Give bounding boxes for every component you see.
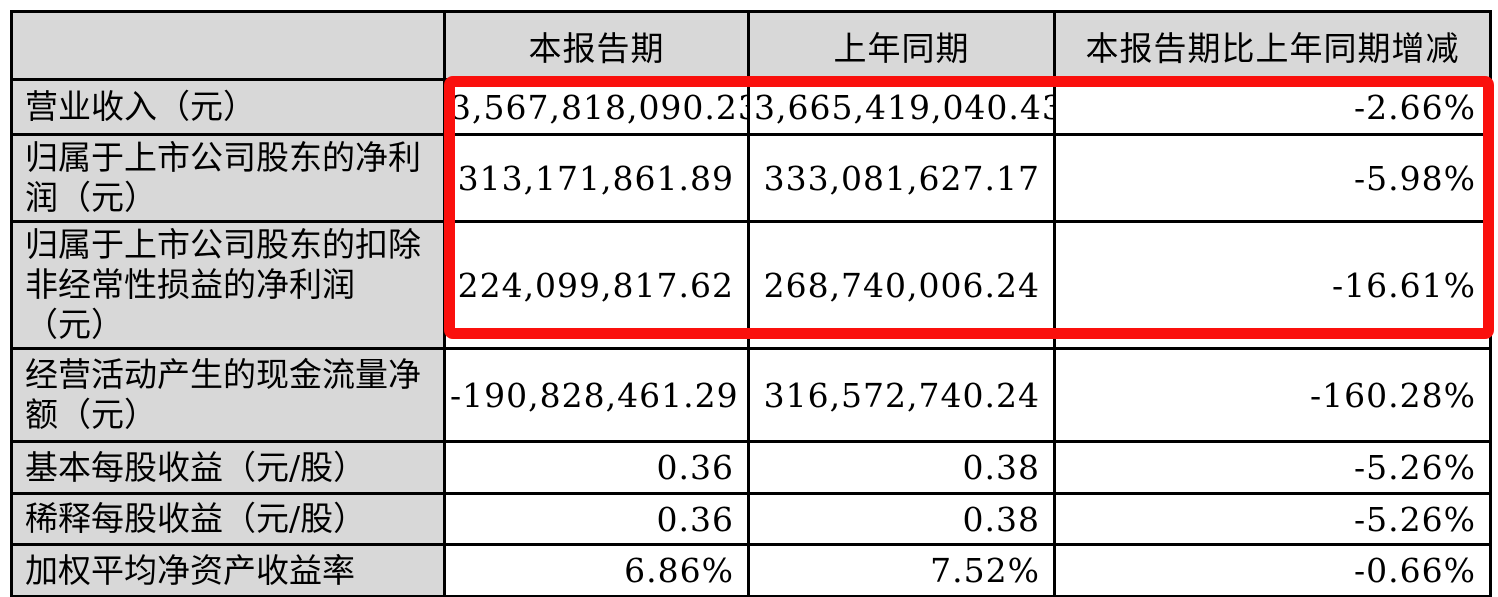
table-row: 基本每股收益（元/股） 0.36 0.38 -5.26% — [10, 440, 1492, 495]
header-cell-change: 本报告期比上年同期增减 — [1053, 10, 1492, 81]
prior-period-value-cell: 7.52% — [747, 543, 1056, 597]
change-percent-cell: -160.28% — [1053, 347, 1492, 443]
prior-period-value-cell: 333,081,627.17 — [747, 133, 1056, 223]
change-percent-cell: -2.66% — [1053, 78, 1492, 136]
table-row: 营业收入（元） 3,567,818,090.23 3,665,419,040.4… — [10, 78, 1492, 136]
header-cell-empty — [10, 10, 446, 81]
prior-period-value-cell: 3,665,419,040.43 — [747, 78, 1056, 136]
current-period-value-cell: 3,567,818,090.23 — [443, 78, 750, 136]
header-cell-current-period: 本报告期 — [443, 10, 750, 81]
row-label-cell: 基本每股收益（元/股） — [10, 440, 446, 495]
row-label-cell: 归属于上市公司股东的扣除非经常性损益的净利润（元） — [10, 220, 446, 350]
table-row: 经营活动产生的现金流量净额（元） -190,828,461.29 316,572… — [10, 347, 1492, 443]
change-percent-cell: -0.66% — [1053, 543, 1492, 597]
row-label-cell: 归属于上市公司股东的净利润（元） — [10, 133, 446, 223]
current-period-value-cell: 0.36 — [443, 440, 750, 495]
table-row: 加权平均净资产收益率 6.86% 7.52% -0.66% — [10, 543, 1492, 597]
prior-period-value-cell: 0.38 — [747, 440, 1056, 495]
table-row: 稀释每股收益（元/股） 0.36 0.38 -5.26% — [10, 492, 1492, 546]
change-percent-cell: -5.26% — [1053, 440, 1492, 495]
row-label-cell: 经营活动产生的现金流量净额（元） — [10, 347, 446, 443]
key-financials-table: 本报告期 上年同期 本报告期比上年同期增减 营业收入（元） 3,567,818,… — [10, 10, 1492, 597]
change-percent-cell: -5.26% — [1053, 492, 1492, 546]
table-header-row: 本报告期 上年同期 本报告期比上年同期增减 — [10, 10, 1492, 81]
current-period-value-cell: 6.86% — [443, 543, 750, 597]
row-label-cell: 营业收入（元） — [10, 78, 446, 136]
current-period-value-cell: 224,099,817.62 — [443, 220, 750, 350]
table-row: 归属于上市公司股东的扣除非经常性损益的净利润（元） 224,099,817.62… — [10, 220, 1492, 350]
prior-period-value-cell: 316,572,740.24 — [747, 347, 1056, 443]
table-row: 归属于上市公司股东的净利润（元） 313,171,861.89 333,081,… — [10, 133, 1492, 223]
current-period-value-cell: 0.36 — [443, 492, 750, 546]
prior-period-value-cell: 268,740,006.24 — [747, 220, 1056, 350]
header-cell-prior-period: 上年同期 — [747, 10, 1056, 81]
row-label-cell: 稀释每股收益（元/股） — [10, 492, 446, 546]
change-percent-cell: -5.98% — [1053, 133, 1492, 223]
current-period-value-cell: 313,171,861.89 — [443, 133, 750, 223]
change-percent-cell: -16.61% — [1053, 220, 1492, 350]
row-label-cell: 加权平均净资产收益率 — [10, 543, 446, 597]
prior-period-value-cell: 0.38 — [747, 492, 1056, 546]
current-period-value-cell: -190,828,461.29 — [443, 347, 750, 443]
